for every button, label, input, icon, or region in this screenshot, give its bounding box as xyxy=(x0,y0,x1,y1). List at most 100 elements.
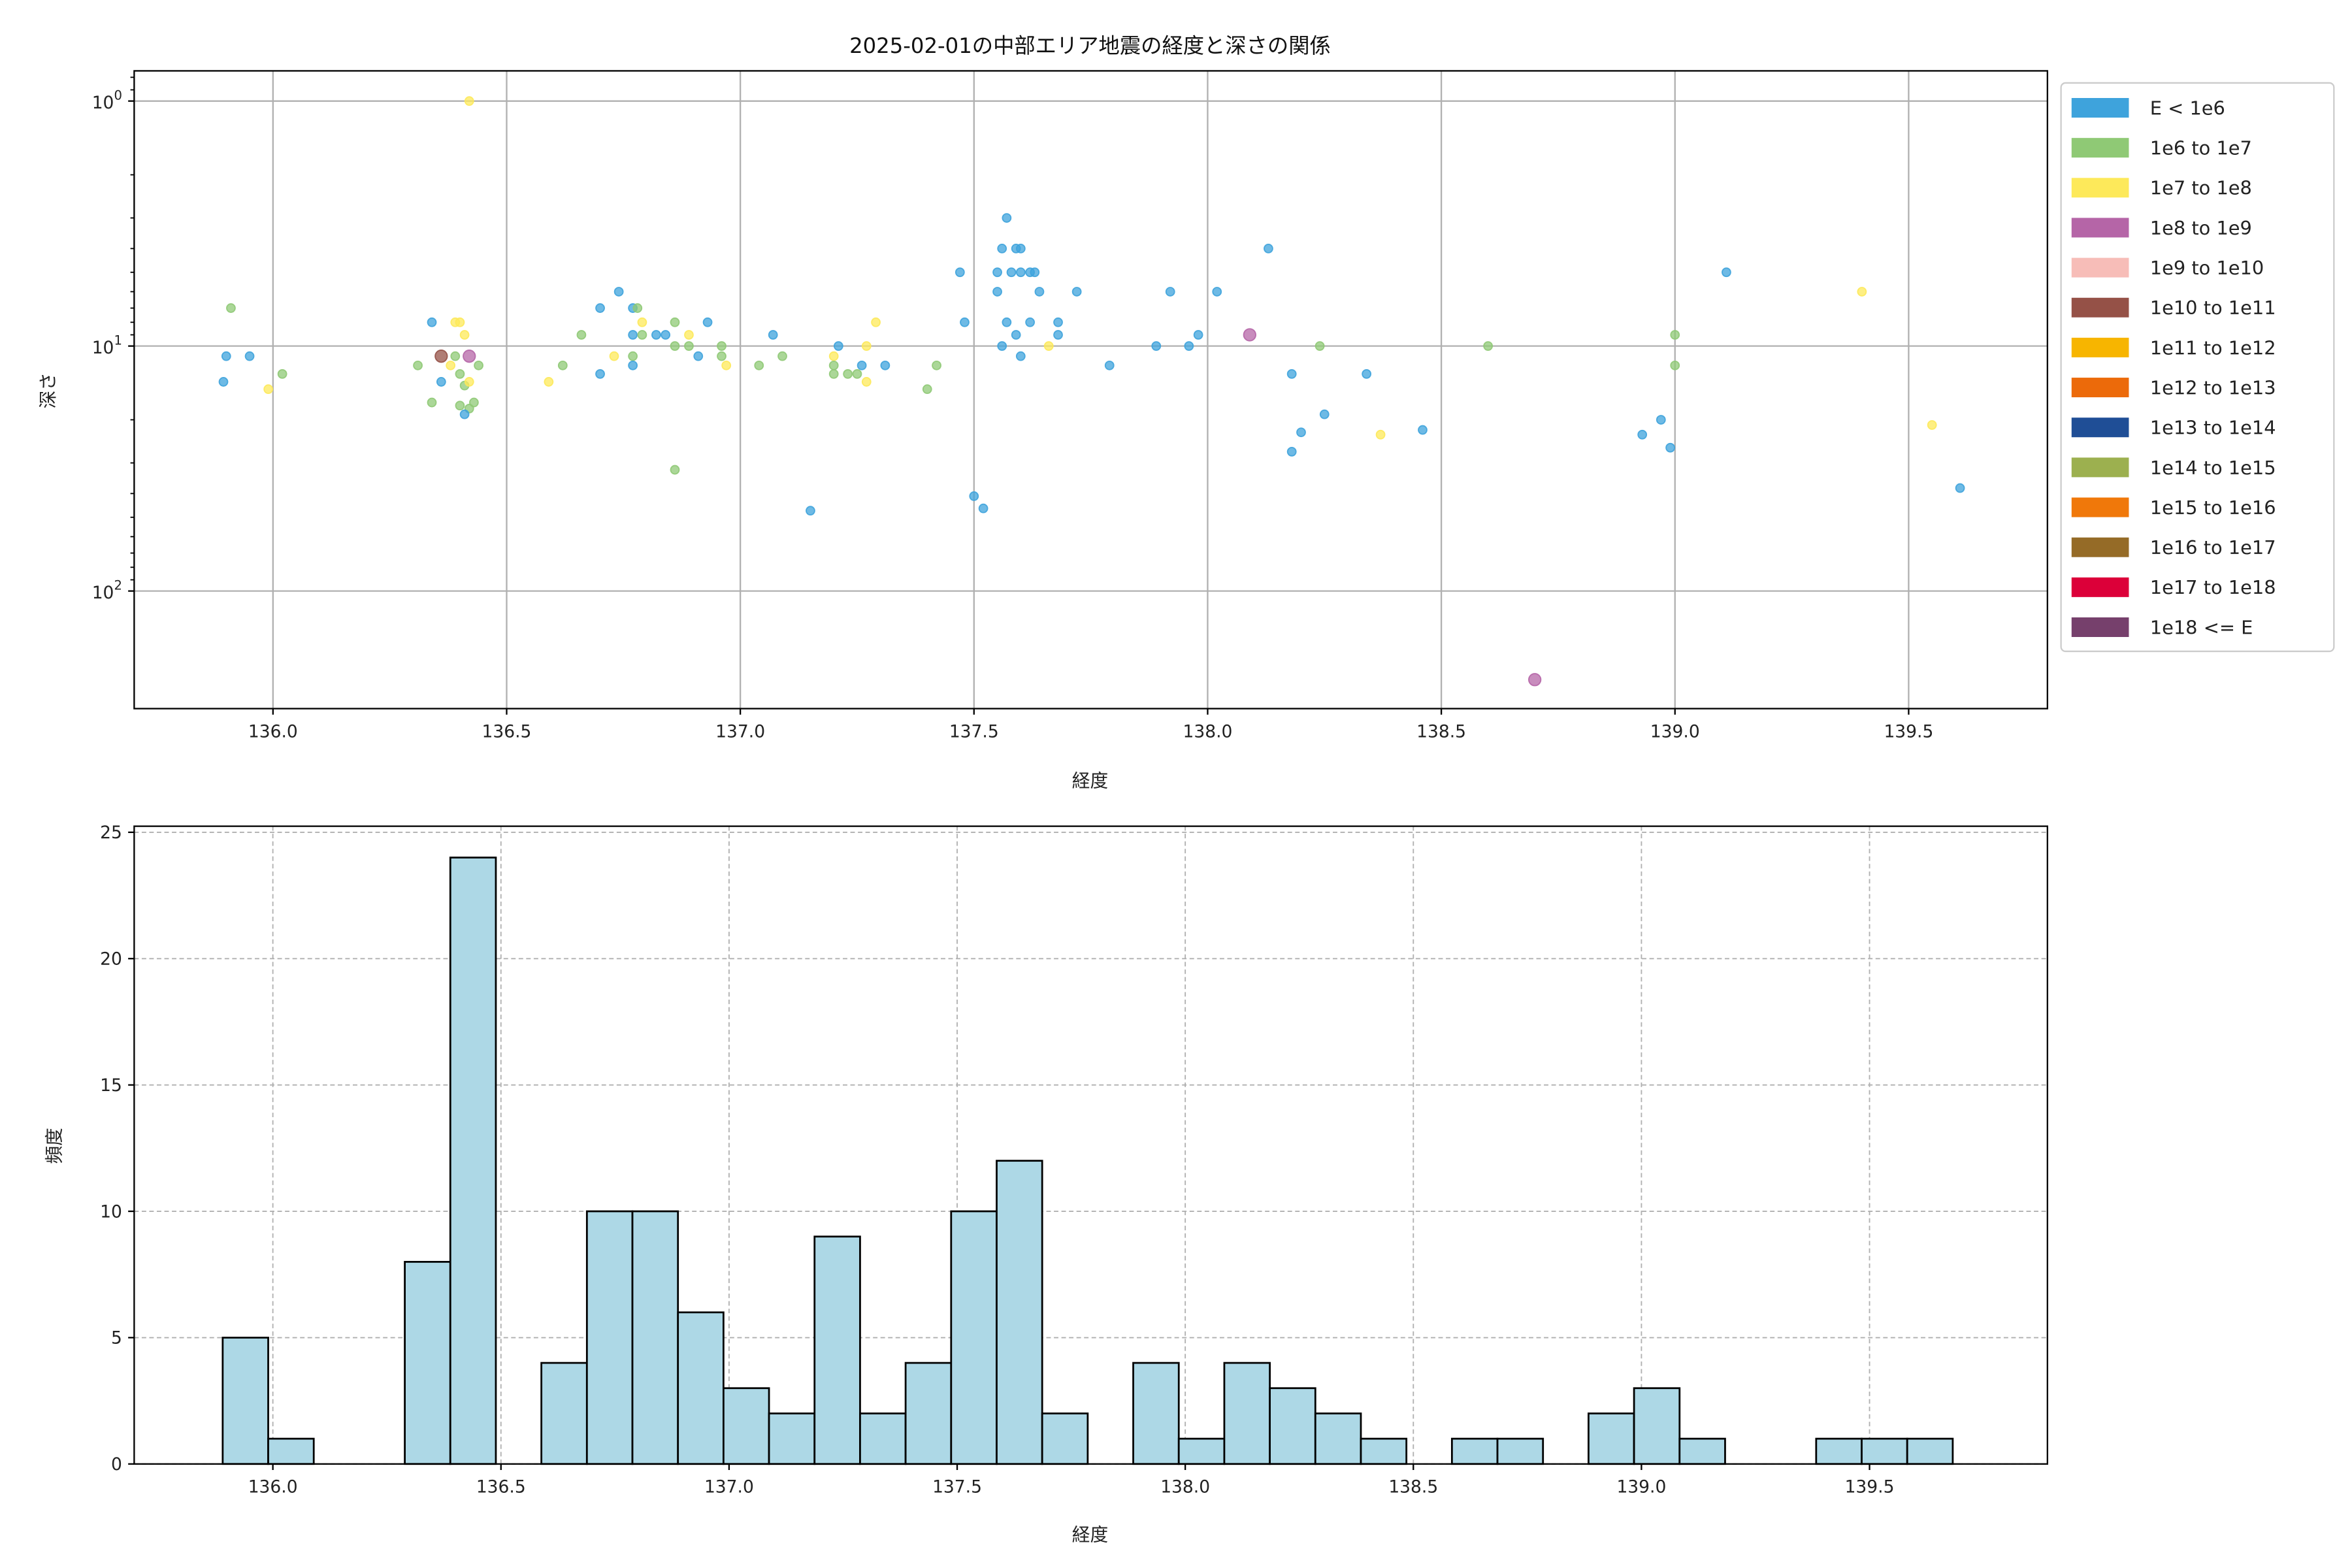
scatter-point xyxy=(1015,244,1026,253)
scatter-point xyxy=(221,351,231,361)
scatter-point xyxy=(1030,267,1040,278)
histogram-xlabel: 経度 xyxy=(1072,1524,1108,1545)
scatter-point xyxy=(1193,330,1203,340)
scatter-point xyxy=(595,303,605,313)
scatter-point xyxy=(871,317,881,327)
scatter-point xyxy=(852,368,862,379)
scatter-point xyxy=(1637,429,1648,440)
legend-swatch xyxy=(2071,497,2129,517)
scatter-point xyxy=(1319,409,1330,419)
x-tick-label: 137.5 xyxy=(932,1477,982,1497)
legend-swatch xyxy=(2071,537,2129,557)
scatter-point xyxy=(1656,415,1666,425)
scatter-point xyxy=(446,360,456,370)
x-tick-label: 139.0 xyxy=(1616,1477,1666,1497)
scatter-point xyxy=(1955,483,1965,493)
histogram-bar xyxy=(1132,1362,1180,1465)
scatter-point xyxy=(1927,420,1937,430)
scatter-point xyxy=(613,287,624,297)
scatter-point xyxy=(1264,244,1273,253)
scatter-point xyxy=(1034,287,1045,297)
scatter-point xyxy=(1315,341,1325,351)
scatter-point xyxy=(721,360,732,370)
scatter-point xyxy=(1015,351,1026,361)
scatter-point xyxy=(1665,442,1675,453)
scatter-point xyxy=(277,368,287,379)
scatter-point xyxy=(628,330,638,340)
scatter-point xyxy=(702,317,713,327)
scatter-point xyxy=(684,330,694,340)
y-tick-label: 25 xyxy=(100,823,122,843)
x-tick-label: 136.5 xyxy=(482,721,532,742)
legend-swatch xyxy=(2071,577,2129,597)
scatter-point xyxy=(413,360,423,370)
legend: E < 1e6 1e6 to 1e7 1e7 to 1e8 1e8 to 1e9 1e9… xyxy=(2060,82,2335,653)
x-tick-label: 137.0 xyxy=(704,1477,754,1497)
scatter-point xyxy=(1286,368,1297,379)
scatter-point xyxy=(969,491,979,501)
scatter-point xyxy=(857,360,867,370)
histogram-axes: 136.0 136.5 137.0 137.5 138.0 138.5 139.0 139.5… xyxy=(100,823,2048,1497)
scatter-point xyxy=(861,377,872,387)
scatter-point xyxy=(557,360,568,370)
histogram-ylabel: 頻度 xyxy=(43,1128,65,1164)
plot-background xyxy=(134,71,2048,709)
scatter-axes: 136.0 136.5 137.0 137.5 138.0 138.5 139.0 139.5… xyxy=(92,70,2048,742)
x-tick-label: 136.5 xyxy=(476,1477,526,1497)
scatter-point xyxy=(459,330,470,340)
legend-swatch xyxy=(2071,297,2129,318)
scatter-point xyxy=(637,317,647,327)
scatter-point xyxy=(1104,360,1115,370)
legend-label: 1e11 to 1e12 xyxy=(2150,336,2276,359)
histogram-bar xyxy=(1177,1437,1226,1465)
histogram-bar xyxy=(950,1210,998,1465)
scatter-point xyxy=(960,317,970,327)
x-tick-label: 139.5 xyxy=(1845,1477,1895,1497)
scatter-title: 2025-02-01の中部エリア地震の経度と深さの関係 xyxy=(849,33,1331,58)
scatter-point xyxy=(777,351,787,361)
scatter-point xyxy=(436,377,446,387)
y-tick-label: 100 xyxy=(92,88,122,113)
histogram-bar xyxy=(768,1413,816,1465)
legend-swatch xyxy=(2071,138,2129,158)
x-tick-label: 138.0 xyxy=(1183,721,1232,742)
scatter-point xyxy=(1002,213,1012,223)
scatter-point xyxy=(576,330,587,340)
x-tick-label: 138.5 xyxy=(1388,1477,1438,1497)
scatter-point xyxy=(218,377,229,387)
scatter-point xyxy=(861,341,872,351)
scatter-point xyxy=(833,341,843,351)
scatter-point xyxy=(632,303,643,313)
histogram-bar xyxy=(813,1235,861,1465)
scatter-point xyxy=(455,400,465,411)
scatter-point xyxy=(244,351,255,361)
histogram-bar xyxy=(1360,1437,1408,1465)
scatter-point xyxy=(661,330,671,340)
scatter-point xyxy=(455,368,465,379)
scatter-point xyxy=(717,341,727,351)
y-tick-label: 102 xyxy=(92,578,122,603)
scatter-point xyxy=(1286,447,1297,457)
legend-swatch xyxy=(2071,617,2129,637)
histogram-bar xyxy=(1861,1437,1908,1465)
y-tick-label: 101 xyxy=(92,333,122,358)
legend-label: 1e12 to 1e13 xyxy=(2150,376,2276,399)
scatter-point xyxy=(595,368,605,379)
scatter-point xyxy=(463,350,476,363)
scatter-point xyxy=(1375,429,1386,440)
scatter-point xyxy=(1151,341,1162,351)
histogram-bar xyxy=(996,1160,1043,1465)
scatter-point xyxy=(1053,317,1063,327)
scatter-point xyxy=(637,330,647,340)
scatter-point xyxy=(628,351,638,361)
histogram-bar xyxy=(585,1210,634,1465)
scatter-point xyxy=(464,96,474,106)
scatter-point xyxy=(651,330,661,340)
scatter-point xyxy=(628,360,638,370)
scatter-point xyxy=(459,409,470,419)
scatter-point xyxy=(693,351,704,361)
scatter-point xyxy=(684,341,694,351)
y-tick-label: 20 xyxy=(100,949,122,970)
scatter-point xyxy=(922,384,932,395)
histogram-bar xyxy=(221,1337,269,1465)
